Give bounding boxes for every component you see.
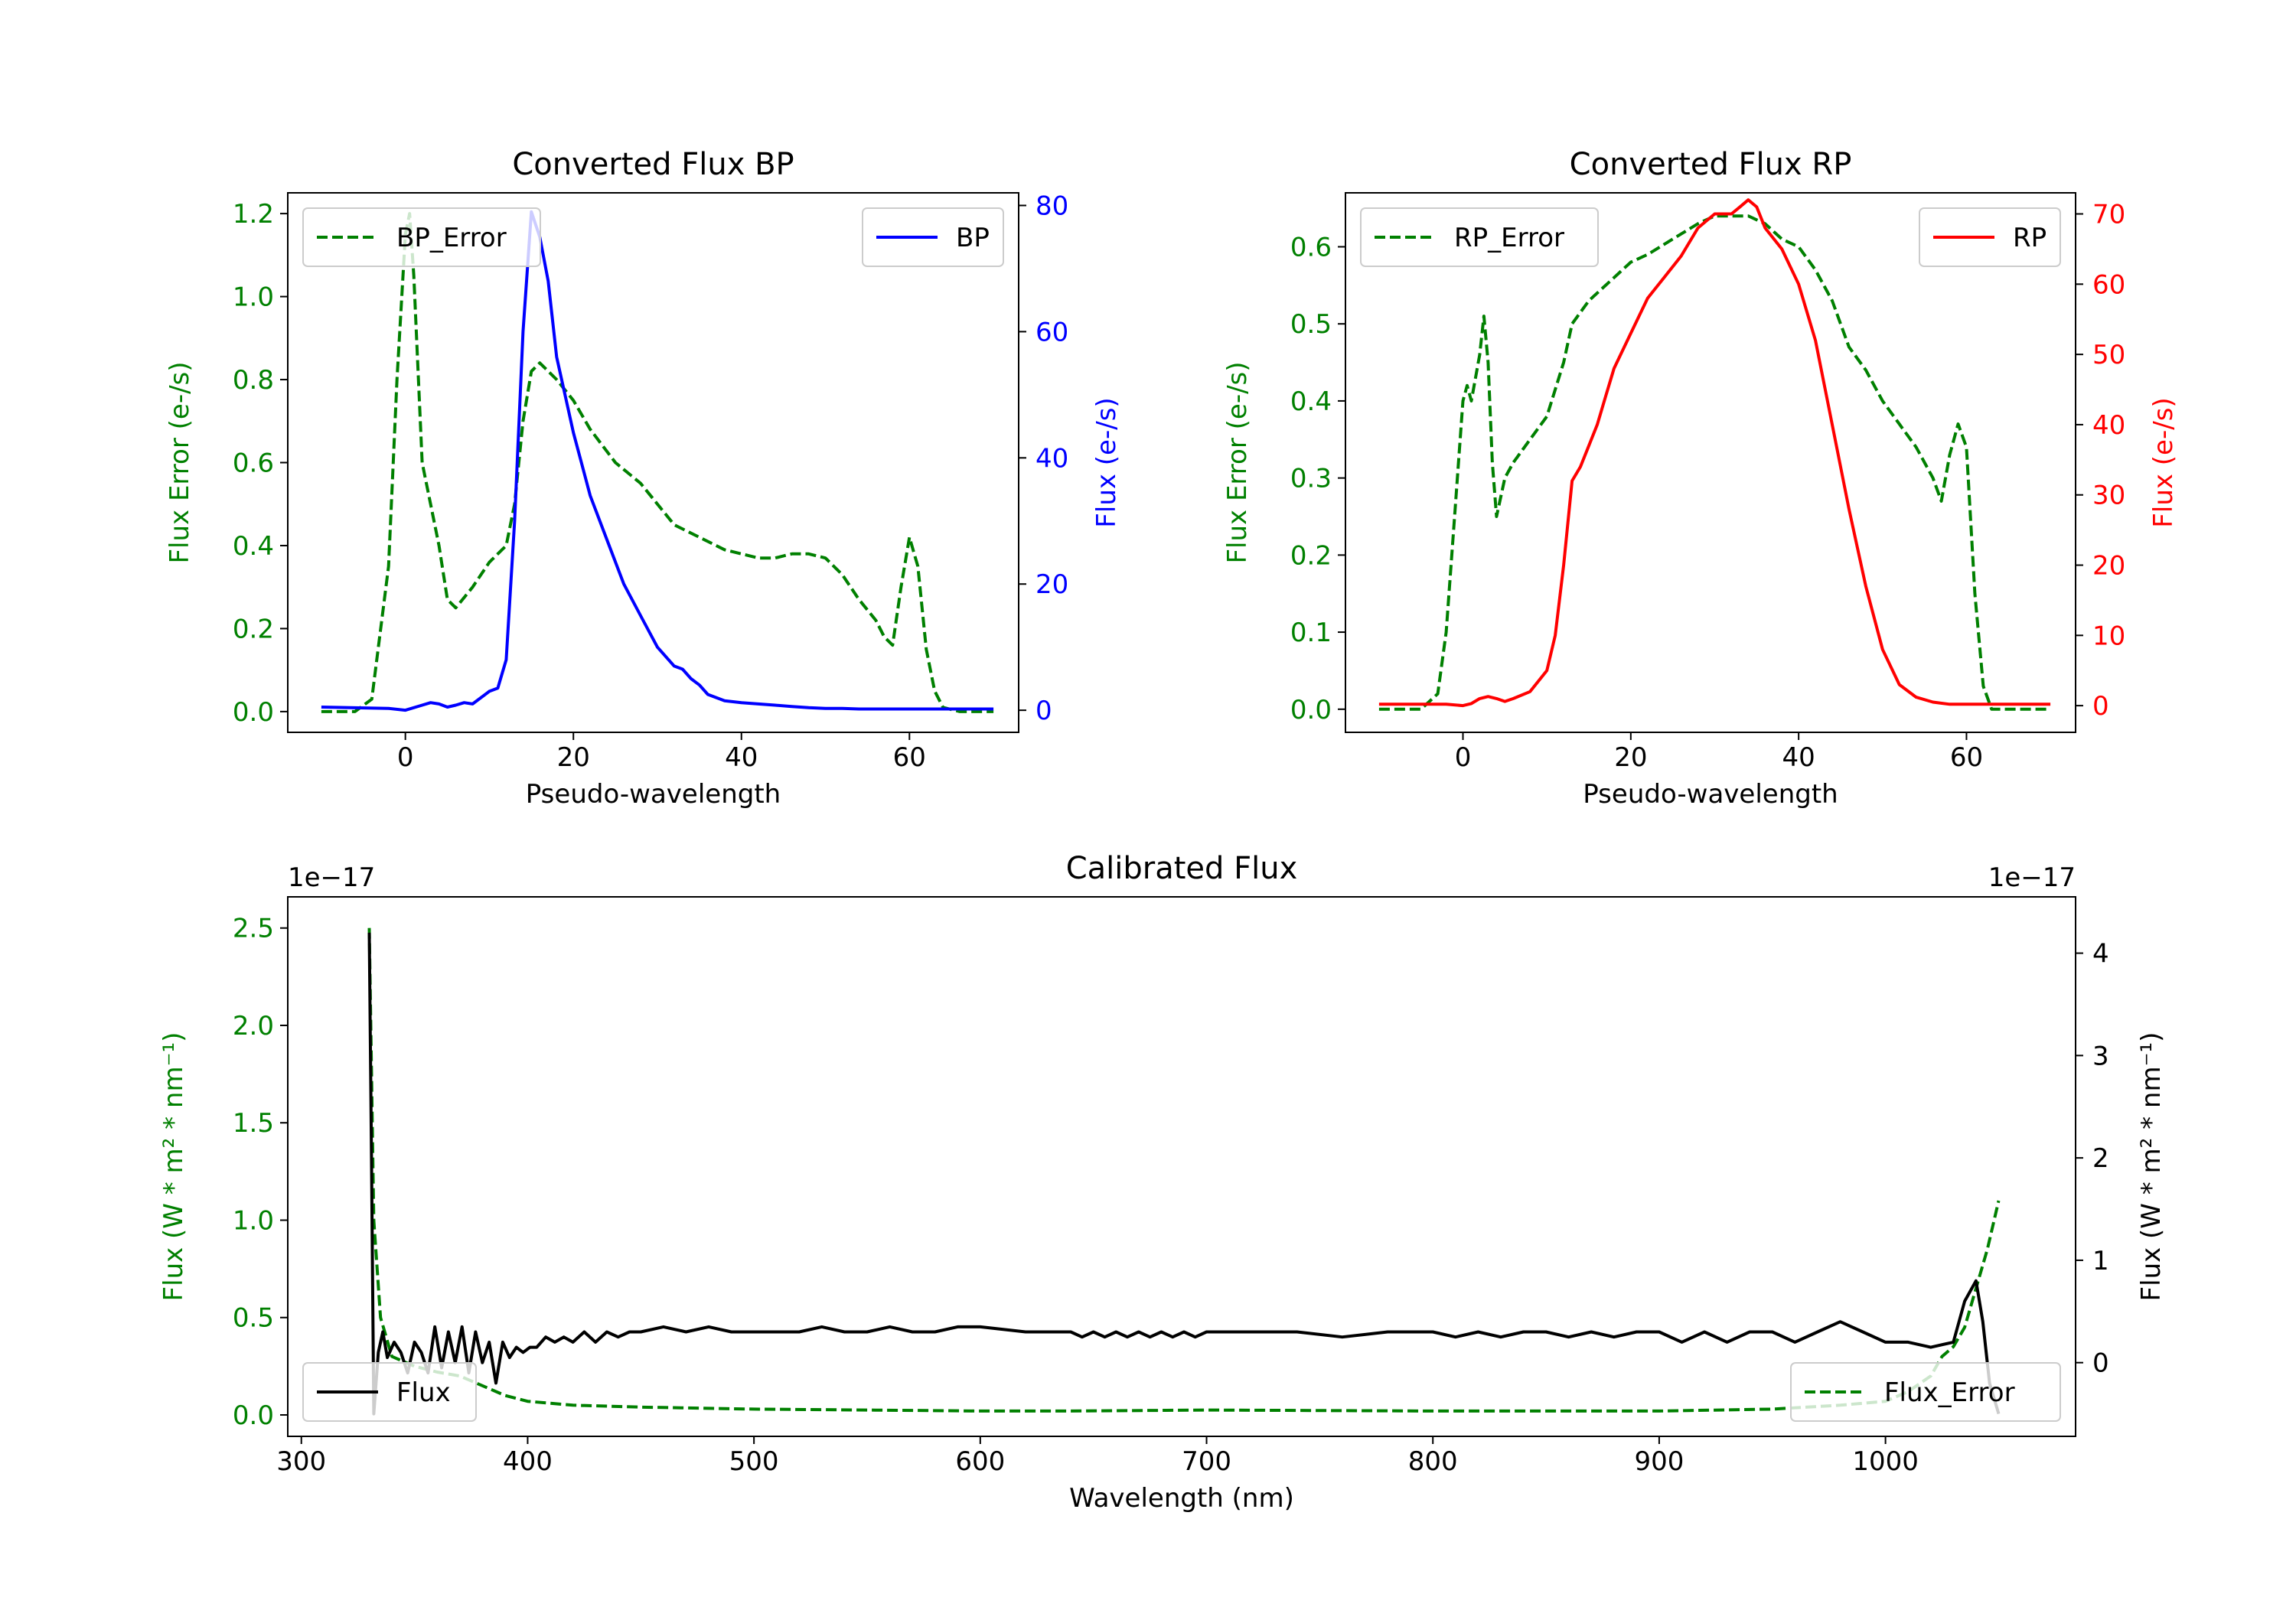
series-line-flux xyxy=(367,932,2001,1416)
y-left-tick-label: 0.2 xyxy=(233,614,274,644)
y-right-axis-label: Flux (e-/s) xyxy=(1091,397,1122,527)
y-left-tick-label: 0.4 xyxy=(233,531,274,562)
y-left-tick-label: 1.2 xyxy=(233,199,274,230)
y-left-tick-label: 1.0 xyxy=(233,1205,274,1236)
y-left-axis-label: Flux Error (e-/s) xyxy=(1222,361,1253,563)
y-right-tick-label: 80 xyxy=(1035,191,1068,221)
y-right-axis-label: Flux (e-/s) xyxy=(2148,397,2179,527)
y-right-tick-label: 4 xyxy=(2092,939,2109,970)
y-right-tick-label: 3 xyxy=(2092,1041,2109,1071)
y-right-tick-label: 0 xyxy=(2092,1348,2109,1379)
y-right-tick-label: 0 xyxy=(2092,691,2109,722)
legend-label: BP xyxy=(956,223,990,253)
chart-title: Converted Flux BP xyxy=(512,147,794,182)
y-left-tick-label: 2.5 xyxy=(233,914,274,944)
series-line-rp-error xyxy=(1378,214,2051,711)
legend-left: BP_Error xyxy=(302,207,541,267)
legend-label: Flux xyxy=(396,1377,451,1408)
y-left-offset-label: 1e−17 xyxy=(288,862,375,893)
legend-right: Flux_Error xyxy=(1790,1362,2061,1422)
chart-panel-1: 0 20 40 60 0.0 0.2 0.4 0.6 0.8 1.0 1.2 0 20 40 60 80 Con… xyxy=(165,147,1122,810)
series-line-bp xyxy=(321,210,994,712)
y-left-tick-label: 2.0 xyxy=(233,1011,274,1041)
y-left-tick-label: 1.5 xyxy=(233,1108,274,1139)
x-tick-label: 60 xyxy=(893,742,926,773)
y-left-tick-label: 0.0 xyxy=(1290,695,1332,725)
y-left-tick-label: 0.5 xyxy=(1290,309,1332,340)
y-right-tick-label: 60 xyxy=(2092,269,2125,300)
plot-frame xyxy=(287,896,2076,1437)
x-axis-label: Pseudo-wavelength xyxy=(526,779,781,810)
legend-label: RP xyxy=(2013,223,2047,253)
legend-frame xyxy=(1360,207,1599,267)
x-axis-label: Wavelength (nm) xyxy=(1069,1483,1294,1514)
y-right-tick-label: 40 xyxy=(2092,410,2125,441)
series-group xyxy=(1378,198,2051,711)
x-tick-label: 400 xyxy=(503,1446,553,1477)
y-left-tick-label: 0.2 xyxy=(1290,540,1332,571)
y-left-tick-label: 0.6 xyxy=(233,448,274,479)
legend-label: RP_Error xyxy=(1454,223,1564,253)
y-left-tick-label: 0.1 xyxy=(1290,618,1332,648)
legend-frame xyxy=(1790,1362,2061,1422)
y-left-tick-label: 0.0 xyxy=(233,697,274,728)
chart-layer: 0 20 40 600.00.20.40.60.81.01.2020406080Con… xyxy=(158,147,2179,1514)
chart-title: Calibrated Flux xyxy=(1066,851,1298,886)
y-right-offset-label: 1e−17 xyxy=(1988,862,2076,893)
y-left-axis-label: Flux Error (e-/s) xyxy=(165,361,195,563)
y-right-tick-label: 20 xyxy=(1035,569,1068,600)
x-tick-label: 0 xyxy=(1455,742,1472,773)
legend-right: RP xyxy=(1919,207,2061,267)
legend-left: RP_Error xyxy=(1360,207,1599,267)
y-right-tick-label: 30 xyxy=(2092,481,2125,511)
x-tick-label: 40 xyxy=(725,742,758,773)
legend-frame xyxy=(302,1362,477,1422)
plot-frame xyxy=(1345,192,2076,733)
x-tick-label: 40 xyxy=(1782,742,1815,773)
chart-panel-2: 0 20 40 60 0.0 0.1 0.2 0.3 0.4 0.5 0.6 0 10 20 30 40 50 6… xyxy=(1222,147,2179,810)
x-tick-label: 0 xyxy=(397,742,414,773)
x-tick-label: 600 xyxy=(955,1446,1005,1477)
legend-left: Flux xyxy=(302,1362,477,1422)
x-tick-label: 60 xyxy=(1950,742,1983,773)
y-right-tick-label: 2 xyxy=(2092,1143,2109,1174)
chart-title: Converted Flux RP xyxy=(1570,147,1852,182)
y-left-tick-label: 0.8 xyxy=(233,365,274,396)
x-tick-label: 900 xyxy=(1634,1446,1684,1477)
legend-frame xyxy=(302,207,541,267)
x-tick-label: 1000 xyxy=(1852,1446,1919,1477)
y-right-tick-label: 60 xyxy=(1035,317,1068,347)
series-line-rp xyxy=(1378,198,2051,708)
y-right-tick-label: 10 xyxy=(2092,621,2125,651)
y-left-tick-label: 0.4 xyxy=(1290,386,1332,417)
legend-label: BP_Error xyxy=(396,223,507,253)
y-right-axis-label: Flux (W * m² * nm⁻¹) xyxy=(2136,1032,2167,1302)
y-left-tick-label: 0.0 xyxy=(233,1400,274,1431)
y-right-tick-label: 50 xyxy=(2092,340,2125,370)
chart-panel-3: 300 400 500 600 700 800 900 1000 0.0 0.5 1.0 1.5 2.0… xyxy=(158,851,2167,1514)
series-line-bp-error xyxy=(321,212,994,713)
x-tick-label: 20 xyxy=(1614,742,1647,773)
legend-right: BP xyxy=(862,207,1004,267)
y-right-tick-label: 70 xyxy=(2092,200,2125,230)
x-tick-label: 20 xyxy=(557,742,590,773)
x-tick-label: 300 xyxy=(276,1446,326,1477)
y-right-tick-label: 0 xyxy=(1035,696,1052,726)
y-left-tick-label: 1.0 xyxy=(233,282,274,313)
series-group xyxy=(321,210,994,713)
x-tick-label: 800 xyxy=(1408,1446,1458,1477)
y-right-tick-label: 1 xyxy=(2092,1246,2109,1276)
legend-label: Flux_Error xyxy=(1884,1377,2015,1408)
y-right-tick-label: 40 xyxy=(1035,443,1068,474)
y-right-tick-label: 20 xyxy=(2092,551,2125,582)
y-left-tick-label: 0.5 xyxy=(233,1303,274,1334)
x-axis-label: Pseudo-wavelength xyxy=(1583,779,1838,810)
y-left-tick-label: 0.3 xyxy=(1290,464,1332,494)
y-left-axis-label: Flux (W * m² * nm⁻¹) xyxy=(158,1032,189,1302)
x-tick-label: 500 xyxy=(729,1446,779,1477)
x-tick-label: 700 xyxy=(1182,1446,1231,1477)
y-left-tick-label: 0.6 xyxy=(1290,233,1332,263)
